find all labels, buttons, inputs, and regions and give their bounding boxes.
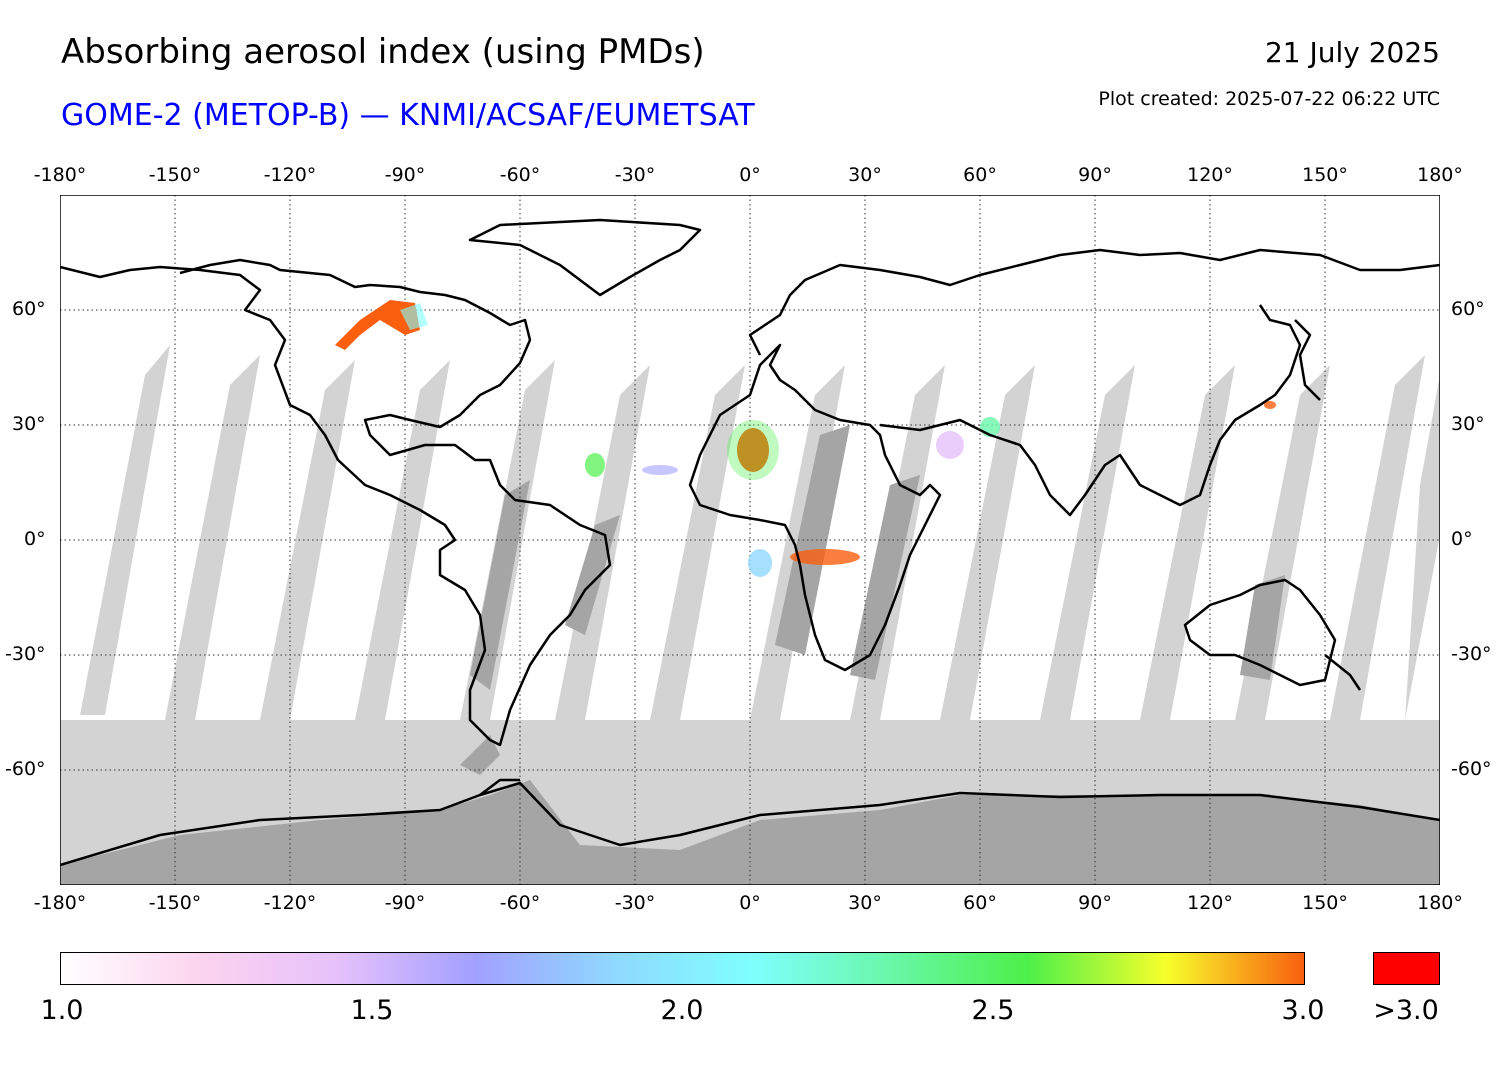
land-gap	[1240, 575, 1285, 680]
aerosol-plumes	[335, 300, 1276, 577]
land-gap	[850, 475, 920, 680]
coast-asia-south	[879, 304, 1302, 517]
colorbar-overflow-label: >3.0	[1373, 995, 1439, 1026]
orbit-gap-swath	[1040, 365, 1135, 720]
lat-tick-left: -60°	[5, 758, 46, 780]
lat-tick-left: 0°	[24, 528, 46, 550]
lon-tick-bottom: -60°	[499, 892, 541, 914]
lon-tick-bottom: -180°	[33, 892, 87, 914]
colorbar-label: 3.0	[1281, 995, 1325, 1026]
lat-tick-right: 0°	[1451, 528, 1473, 550]
colorbar-label: 2.5	[971, 995, 1015, 1026]
canada-smoke-plume	[335, 300, 420, 350]
land-gap	[460, 735, 500, 775]
graticule	[60, 195, 1440, 885]
lat-tick-right: -30°	[1451, 643, 1492, 665]
lon-tick-bottom: 120°	[1187, 892, 1233, 914]
central-africa-plume	[790, 549, 860, 565]
orbit-gap-swath	[1330, 355, 1425, 720]
lat-tick-left: 60°	[12, 298, 46, 320]
lon-tick-bottom: -150°	[148, 892, 202, 914]
lon-tick-bottom: 60°	[963, 892, 997, 914]
lon-tick-top: 180°	[1417, 164, 1463, 186]
canada-smoke-edge	[400, 303, 428, 330]
lon-tick-top: -120°	[263, 164, 317, 186]
lat-tick-left: 30°	[12, 413, 46, 435]
coastlines	[60, 218, 1440, 867]
coast-americas	[60, 258, 612, 747]
coast-antarctica	[60, 781, 1440, 867]
observation-date: 21 July 2025	[1264, 36, 1440, 69]
lon-tick-top: 60°	[963, 164, 997, 186]
lon-tick-top: -90°	[384, 164, 426, 186]
lon-tick-top: -150°	[148, 164, 202, 186]
coast-japan	[1294, 319, 1321, 401]
lon-tick-bottom: -90°	[384, 892, 426, 914]
lat-tick-right: -60°	[1451, 758, 1492, 780]
colorbar-label: 1.0	[40, 995, 84, 1026]
coast-greenland	[468, 218, 702, 297]
colorbar-label: 2.0	[660, 995, 704, 1026]
coast-australia	[1183, 578, 1337, 687]
coast-new-zealand	[1324, 654, 1362, 691]
lon-tick-top: 30°	[848, 164, 882, 186]
lon-tick-bottom: 150°	[1302, 892, 1348, 914]
orbit-gap-swath	[165, 355, 260, 720]
plot-created-timestamp: Plot created: 2025-07-22 06:22 UTC	[1098, 88, 1440, 110]
colorbar	[60, 952, 1305, 985]
land-gap	[470, 480, 530, 690]
lon-tick-top: 0°	[739, 164, 761, 186]
lon-tick-top: 120°	[1187, 164, 1233, 186]
lon-tick-bottom: 90°	[1078, 892, 1112, 914]
colorbar-overflow-swatch	[1373, 952, 1440, 985]
lon-tick-top: 90°	[1078, 164, 1112, 186]
lon-tick-bottom: 30°	[848, 892, 882, 914]
south-atlantic-plume	[748, 549, 772, 577]
coast-africa	[688, 343, 942, 672]
sahara-dust-halo	[727, 420, 779, 480]
lon-tick-bottom: -120°	[263, 892, 317, 914]
lon-tick-top: -30°	[614, 164, 656, 186]
lat-tick-left: -30°	[5, 643, 46, 665]
coast-eurasia-north	[748, 248, 1440, 356]
lon-tick-bottom: -30°	[614, 892, 656, 914]
arabian-dust-halo	[936, 431, 964, 459]
east-asia-plume	[1264, 401, 1276, 409]
sahara-dust-core	[737, 428, 769, 472]
lon-tick-bottom: 180°	[1417, 892, 1463, 914]
lon-tick-top: -180°	[33, 164, 87, 186]
atlantic-dust-plume	[642, 465, 678, 475]
lon-tick-bottom: 0°	[739, 892, 761, 914]
coast-antarctic-peninsula	[479, 778, 520, 796]
lon-tick-top: 150°	[1302, 164, 1348, 186]
lon-tick-top: -60°	[499, 164, 541, 186]
colorbar-label: 1.5	[350, 995, 394, 1026]
orbit-gap-swath	[1140, 365, 1235, 720]
atlantic-dust-plume	[585, 453, 605, 477]
orbit-gap-swath	[940, 365, 1035, 720]
orbit-gap-swath	[80, 345, 170, 715]
orbit-gap-swath	[1405, 375, 1440, 720]
aerosol-index-map	[60, 195, 1440, 885]
map-title: Absorbing aerosol index (using PMDs)	[61, 32, 705, 72]
lat-tick-right: 60°	[1451, 298, 1485, 320]
orbit-gap-swath	[650, 365, 745, 720]
antarctica-land-gap	[60, 780, 1440, 885]
map-subtitle: GOME-2 (METOP-B) — KNMI/ACSAF/EUMETSAT	[61, 98, 755, 133]
lat-tick-right: 30°	[1451, 413, 1485, 435]
